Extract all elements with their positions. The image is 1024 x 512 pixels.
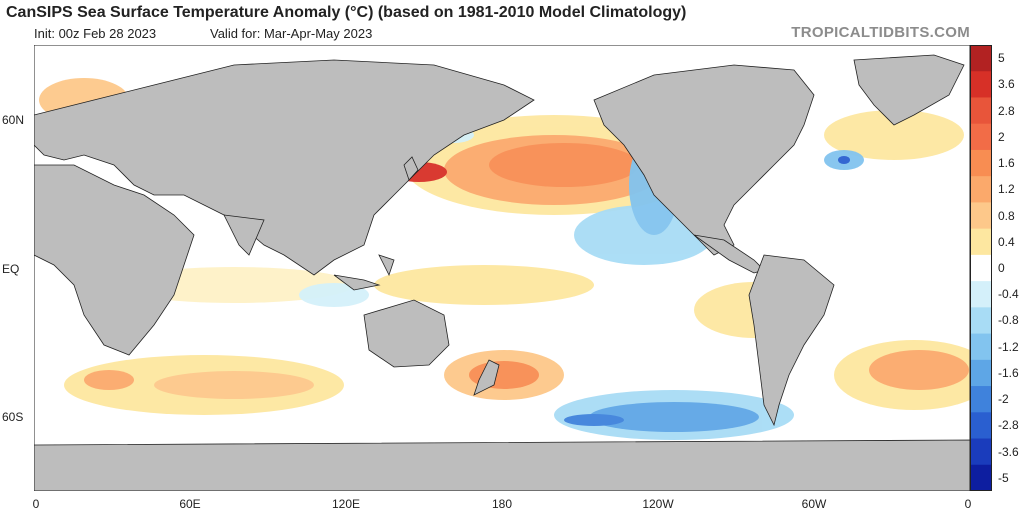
antarctica [34, 439, 970, 491]
colorbar-label: 0.4 [998, 234, 1015, 249]
sst-anomaly-map [34, 45, 970, 491]
colorbar-segment [970, 176, 992, 203]
indonesia [333, 274, 381, 291]
colorbar-segment [970, 307, 992, 335]
colorbar-label: -2.8 [998, 418, 1019, 433]
colorbar-label: -5 [998, 470, 1009, 485]
colorbar-label: 5 [998, 51, 1005, 66]
colorbar-label: -0.8 [998, 313, 1019, 328]
colorbar-segment [970, 123, 992, 151]
south-america [748, 254, 835, 427]
colorbar-label: 2 [998, 129, 1005, 144]
lon-label-60e: 60E [179, 497, 201, 511]
colorbar [970, 45, 992, 491]
africa [34, 164, 195, 356]
colorbar-label: 0 [998, 261, 1005, 275]
lat-label-eq: EQ [2, 262, 20, 276]
lon-label-0-east: 0 [964, 497, 972, 511]
colorbar-segment [970, 45, 992, 72]
land-masses [34, 54, 970, 491]
colorbar-label: -1.2 [998, 339, 1019, 354]
colorbar-segment [970, 97, 992, 125]
init-time: Init: 00z Feb 28 2023 [34, 26, 157, 41]
colorbar-label: -3.6 [998, 444, 1019, 459]
new-zealand [473, 359, 500, 396]
colorbar-segment [970, 438, 992, 466]
chart-title: CanSIPS Sea Surface Temperature Anomaly … [6, 4, 687, 21]
philippines [378, 254, 395, 277]
colorbar-label: -1.6 [998, 365, 1019, 380]
colorbar-segment [970, 149, 992, 177]
colorbar-label: 1.2 [998, 182, 1015, 197]
north-america [593, 64, 815, 256]
lon-label-120e: 120E [331, 497, 361, 511]
lat-label-60n: 60N [2, 113, 25, 127]
colorbar-segment [970, 412, 992, 440]
colorbar-segment [970, 228, 992, 256]
colorbar-label: -0.4 [998, 287, 1019, 302]
lat-label-60s: 60S [2, 410, 24, 424]
valid-time: Valid for: Mar-Apr-May 2023 [210, 26, 373, 41]
lon-label-120w: 120W [642, 497, 674, 511]
colorbar-label: -2 [998, 392, 1009, 407]
colorbar-segment [970, 333, 992, 361]
india [223, 214, 265, 256]
colorbar-segment [970, 386, 992, 413]
colorbar-segment [970, 71, 992, 98]
colorbar-segment [970, 359, 992, 387]
colorbar-frame [970, 45, 992, 491]
greenland [853, 54, 965, 126]
colorbar-segment [970, 254, 992, 282]
colorbar-label: 0.8 [998, 208, 1015, 223]
japan [403, 156, 419, 181]
eurasia [34, 59, 535, 276]
colorbar-label: 1.6 [998, 156, 1015, 171]
lon-label-0: 0 [32, 497, 40, 511]
lon-label-180: 180 [491, 497, 513, 511]
lon-label-60w: 60W [801, 497, 827, 511]
colorbar-segment [970, 281, 992, 308]
colorbar-segment [970, 464, 992, 491]
source-watermark: TROPICALTIDBITS.COM [791, 24, 970, 41]
colorbar-segment [970, 202, 992, 230]
australia [363, 299, 450, 368]
colorbar-label: 2.8 [998, 103, 1015, 118]
colorbar-label: 3.6 [998, 77, 1015, 92]
